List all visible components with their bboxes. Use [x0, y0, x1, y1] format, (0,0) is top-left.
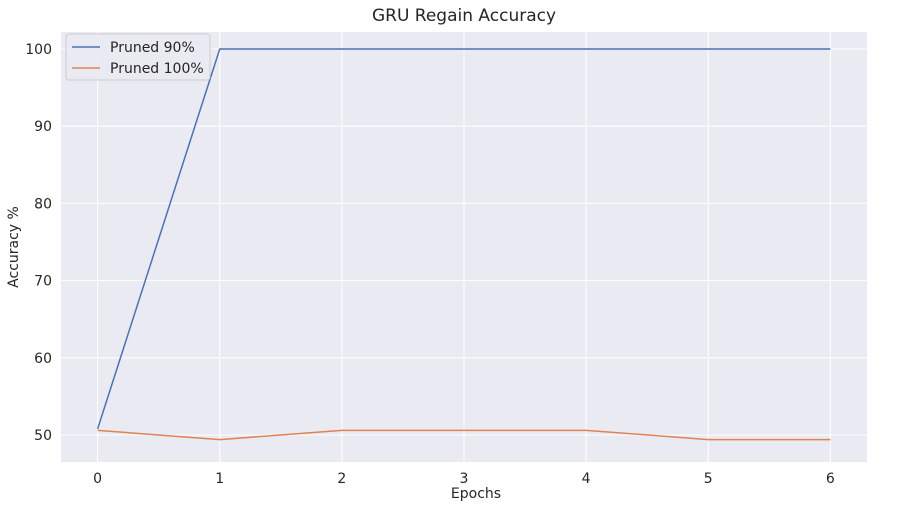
x-axis-title: Epochs [451, 486, 501, 502]
series-line-2 [97, 429, 831, 441]
x-tick-label: 3 [460, 471, 469, 487]
x-tick-label: 4 [582, 471, 591, 487]
grid [61, 32, 867, 462]
series-lines [96, 48, 831, 441]
legend: Pruned 90% Pruned 100% [65, 33, 211, 81]
y-tick-label: 80 [34, 196, 52, 212]
x-tick-label: 0 [93, 471, 102, 487]
x-tick-label: 1 [215, 471, 224, 487]
x-tick-label: 2 [337, 471, 346, 487]
y-tick-label: 100 [25, 42, 52, 58]
y-tick-label: 60 [34, 351, 52, 367]
chart-title: GRU Regain Accuracy [372, 6, 556, 26]
y-tick-label: 90 [34, 119, 52, 135]
y-axis-title: Accuracy % [6, 206, 22, 288]
tick-labels: 0 1 2 3 4 5 6 50 60 70 80 90 100 [25, 42, 835, 487]
legend-label: Pruned 90% [110, 40, 195, 56]
x-tick-label: 6 [826, 471, 835, 487]
legend-label: Pruned 100% [110, 61, 204, 77]
y-tick-label: 50 [34, 428, 52, 444]
legend-box [65, 33, 211, 81]
series-line-1 [96, 48, 831, 430]
x-tick-label: 5 [704, 471, 713, 487]
y-tick-label: 70 [34, 274, 52, 290]
